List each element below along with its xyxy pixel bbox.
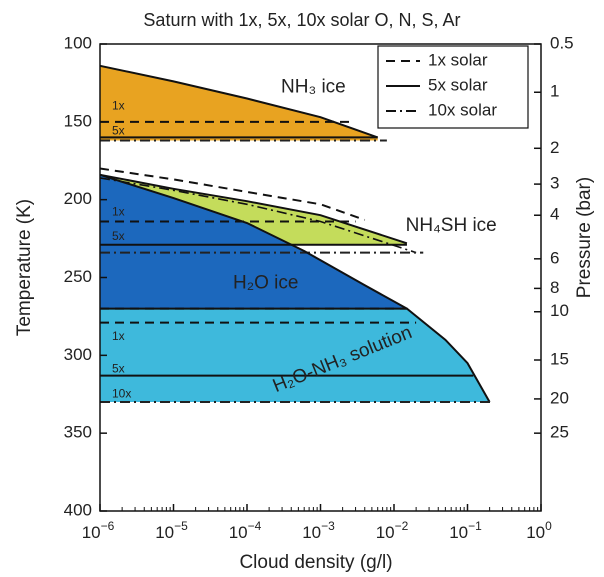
legend-label: 10x solar [428, 100, 497, 119]
nh-ice-label: NH₃ ice [281, 77, 346, 98]
x-tick-label: 10−6 [82, 519, 115, 542]
h-o-ice-label: H₂O ice [233, 273, 298, 294]
y-tick-label: 350 [64, 423, 92, 442]
pressure-tick-label: 4 [550, 205, 559, 224]
x-tick-label: 100 [526, 519, 552, 542]
legend: 1x solar 5x solar 10x solar [377, 45, 529, 129]
y-axis-ticks: 100 150 200 250 300 350 400 [64, 33, 107, 519]
case-label: 5x [112, 229, 125, 243]
y-tick-label: 200 [64, 189, 92, 208]
pressure-tick-label: 20 [550, 388, 569, 407]
legend-label: 5x solar [428, 75, 488, 94]
x-tick-label: 10−1 [449, 519, 482, 542]
nh4sh-ice-10x-curve [99, 177, 417, 254]
h2o-ice-boundary-curve [99, 173, 408, 310]
case-label: 1x [112, 204, 125, 218]
x-axis-ticks: 10−6 10−5 10−4 10−3 10−2 10−1 100 [82, 504, 552, 542]
case-label: 5x [112, 362, 125, 376]
h2o-nh3-solution-region [100, 308, 490, 402]
case-label: 5x [112, 123, 125, 137]
case-label: 1x [112, 98, 125, 112]
case-label: 10x [112, 386, 131, 400]
pressure-tick-label: 15 [550, 349, 569, 368]
h2o-ice-region [100, 174, 407, 309]
chart-title: Saturn with 1x, 5x, 10x solar O, N, S, A… [143, 10, 460, 30]
y-tick-label: 400 [64, 500, 92, 519]
pressure-tick-label: 2 [550, 138, 559, 157]
condensation-lines [99, 64, 493, 404]
case-label: 1x [112, 329, 125, 343]
nh3-ice-region [100, 65, 378, 141]
pressure-axis-label: Pressure (bar) [574, 177, 595, 298]
pressure-tick-label: 6 [550, 248, 559, 267]
pressure-tick-label: 3 [550, 174, 559, 193]
x-axis-label: Cloud density (g/l) [239, 552, 392, 573]
y-tick-label: 150 [64, 111, 92, 130]
pressure-axis-ticks: 0.5 1 2 3 4 6 8 10 15 20 25 [534, 33, 574, 442]
y-tick-label: 250 [64, 267, 92, 286]
legend-label: 1x solar [428, 50, 488, 69]
nh3-ice-boundary-curve [99, 64, 379, 139]
pressure-tick-label: 0.5 [550, 33, 574, 52]
y-axis-label: Temperature (K) [14, 199, 35, 336]
nh4sh-ice-boundary-curve [99, 173, 408, 245]
x-tick-label: 10−2 [376, 519, 409, 542]
cloud-layers [100, 65, 490, 402]
x-tick-label: 10−5 [155, 519, 188, 542]
y-tick-label: 100 [64, 33, 92, 52]
pressure-tick-label: 25 [550, 423, 569, 442]
y-tick-label: 300 [64, 345, 92, 364]
x-tick-label: 10−4 [229, 519, 262, 542]
x-tick-label: 10−3 [302, 519, 335, 542]
nh4sh-ice-1x-curve [99, 167, 366, 221]
pressure-tick-label: 10 [550, 301, 569, 320]
nh-sh-ice-label: NH₄SH ice [406, 215, 497, 236]
pressure-tick-label: 8 [550, 278, 559, 297]
h2o-nh3-solution-boundary-curve [100, 307, 491, 403]
pressure-tick-label: 1 [550, 82, 559, 101]
